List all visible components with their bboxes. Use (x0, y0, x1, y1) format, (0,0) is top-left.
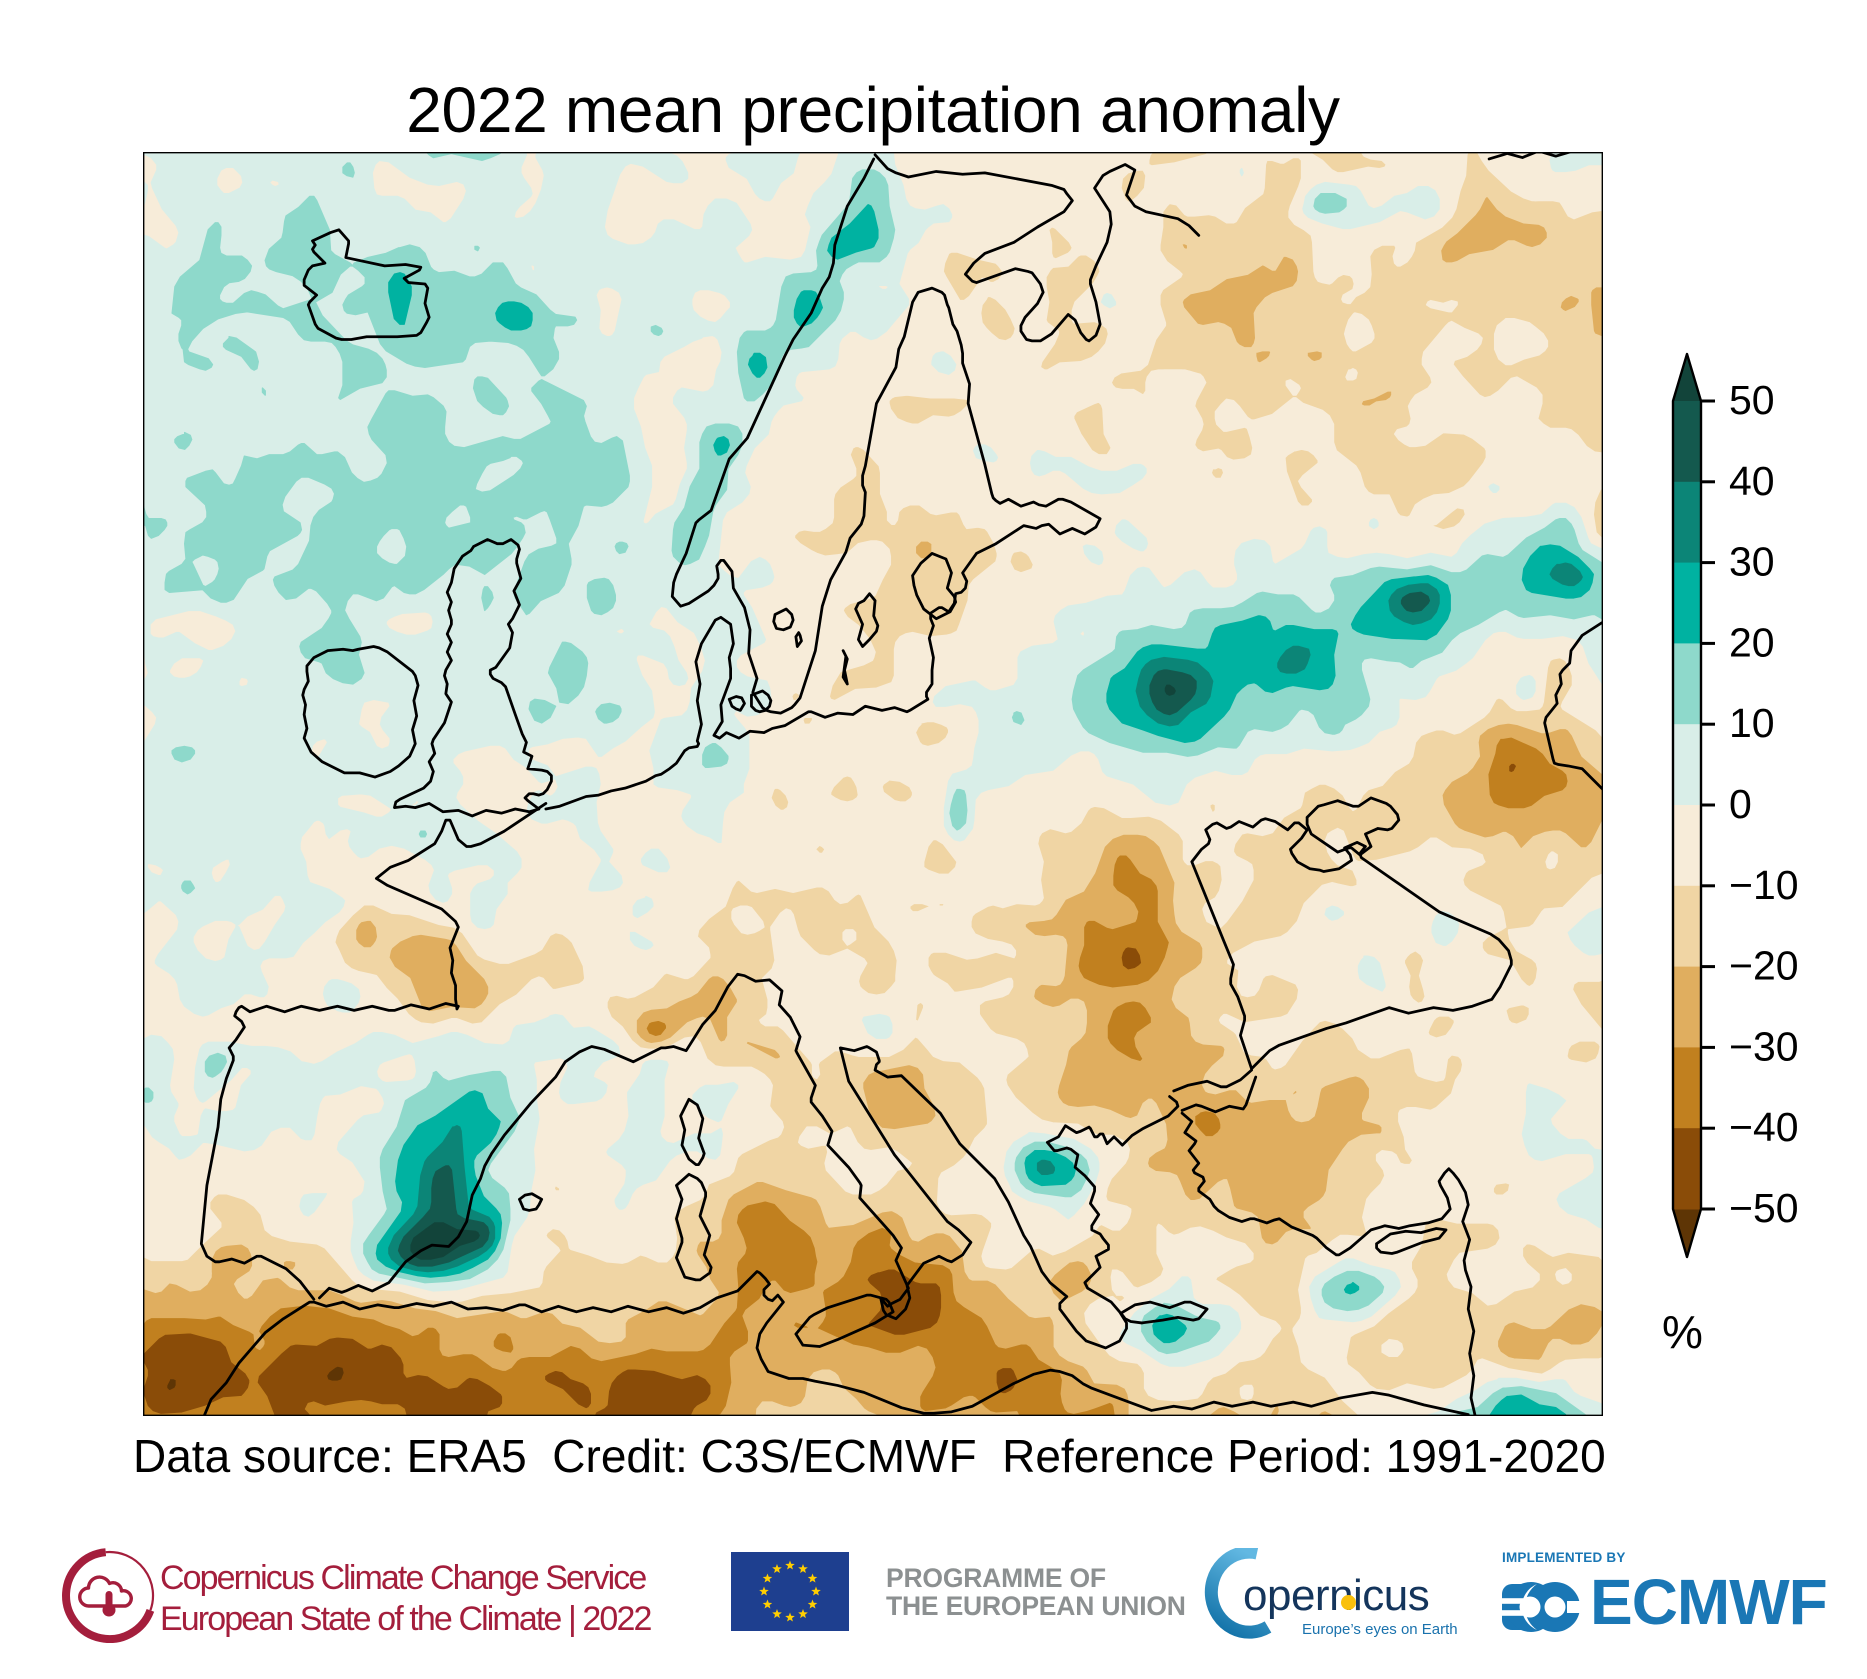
svg-text:30: 30 (1729, 539, 1775, 585)
svg-text:0: 0 (1729, 781, 1752, 827)
svg-text:50: 50 (1729, 377, 1775, 423)
svg-text:−40: −40 (1729, 1104, 1799, 1150)
svg-text:−10: −10 (1729, 862, 1799, 908)
svg-text:20: 20 (1729, 619, 1775, 665)
svg-text:−30: −30 (1729, 1023, 1799, 1069)
svg-text:−20: −20 (1729, 943, 1799, 989)
svg-text:%: % (1662, 1306, 1703, 1358)
svg-text:10: 10 (1729, 700, 1775, 746)
svg-text:−50: −50 (1729, 1185, 1799, 1231)
svg-text:40: 40 (1729, 458, 1775, 504)
